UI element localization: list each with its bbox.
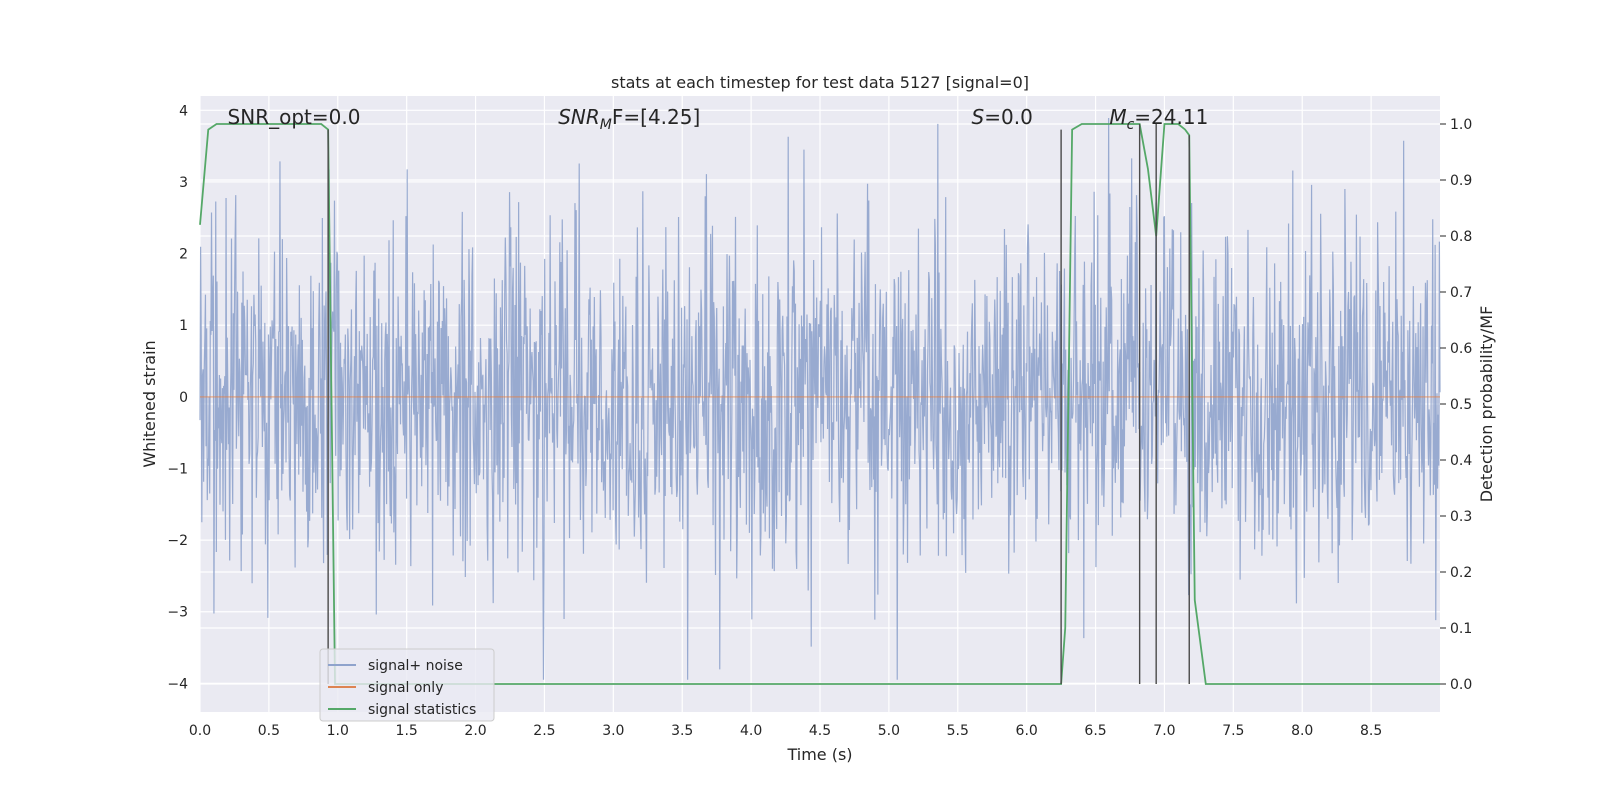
y-tick-label: 4 (179, 103, 188, 119)
x-tick-label: 8.5 (1360, 723, 1382, 739)
series-line-signal-noise (199, 117, 1441, 680)
y2-tick-label: 0.0 (1450, 677, 1472, 693)
y2-tick-label: 0.6 (1450, 341, 1472, 357)
y2-tick-label: 0.4 (1450, 453, 1472, 469)
annotation-text: S=0.0 (972, 105, 1033, 129)
x-tick-label: 3.0 (602, 723, 624, 739)
y2-tick-label: 0.9 (1450, 173, 1472, 189)
x-tick-label: 7.5 (1222, 723, 1244, 739)
y2-tick-label: 0.3 (1450, 509, 1472, 525)
chart-title: stats at each timestep for test data 512… (611, 73, 1029, 92)
y2-tick-label: 0.2 (1450, 565, 1472, 581)
x-tick-label: 5.5 (947, 723, 969, 739)
legend-entry: signal only (368, 680, 443, 696)
y-tick-label: 0 (179, 390, 188, 406)
vertical-markers (327, 124, 1190, 684)
x-tick-label: 2.5 (533, 723, 555, 739)
annotation-text: Mc=24.11 (1109, 105, 1208, 133)
x-tick-label: 4.0 (740, 723, 762, 739)
annotation-text: SNR_opt=0.0 (228, 105, 361, 129)
x-axis-label: Time (s) (786, 745, 852, 764)
legend-box (319, 648, 495, 722)
y-tick-label: −1 (167, 461, 188, 477)
x-tick-label: 0.5 (258, 723, 280, 739)
x-tick-label: 5.0 (878, 723, 900, 739)
y-tick-label: 2 (179, 247, 188, 263)
y2-tick-label: 1.0 (1450, 117, 1472, 133)
y2-axis-ticks: 1.0 0.9 0.8 0.7 0.6 0.5 0.4 0.3 0.2 0.1 0.0 (1440, 117, 1472, 693)
legend: signal+ noise signal only signal statistic… (319, 648, 495, 722)
x-tick-label: 0.0 (189, 723, 211, 739)
x-tick-label: 1.0 (327, 723, 349, 739)
x-tick-label: 6.0 (1016, 723, 1038, 739)
x-tick-label: 6.5 (1084, 723, 1106, 739)
x-tick-label: 7.0 (1153, 723, 1175, 739)
y-axis-ticks: 4 3 2 1 0 −1 −2 −3 −4 (167, 103, 188, 692)
y2-tick-label: 0.7 (1450, 285, 1472, 301)
annotations: SNR_opt=0.0 SNRMF=[4.25] S=0.0 Mc=24.11 (228, 105, 1209, 133)
y-tick-label: −3 (167, 605, 188, 621)
legend-entry: signal statistics (368, 702, 476, 718)
x-tick-label: 3.5 (671, 723, 693, 739)
x-tick-label: 1.5 (396, 723, 418, 739)
y2-tick-label: 0.8 (1450, 229, 1472, 245)
x-tick-label: 8.0 (1291, 723, 1313, 739)
x-axis-ticks: 0.0 0.5 1.0 1.5 2.0 2.5 3.0 3.5 4.0 4.5 5.0 5.5 6.0 6… (189, 723, 1382, 739)
y-tick-label: −4 (167, 676, 188, 692)
x-tick-label: 2.0 (464, 723, 486, 739)
y2-tick-label: 0.1 (1450, 621, 1472, 637)
annotation-text: SNRMF=[4.25] (558, 105, 700, 133)
series-layer (199, 117, 1441, 685)
series-line-signal-statistics (199, 123, 1440, 685)
y-tick-label: 1 (179, 318, 188, 334)
y-tick-label: −2 (167, 533, 188, 549)
y2-tick-label: 0.5 (1450, 397, 1472, 413)
y2-axis-label: Detection probability/MF (1477, 306, 1496, 503)
y-tick-label: 3 (179, 175, 188, 191)
x-tick-label: 4.5 (809, 723, 831, 739)
y-axis-label: Whitened strain (140, 340, 159, 467)
legend-entry: signal+ noise (368, 658, 463, 674)
